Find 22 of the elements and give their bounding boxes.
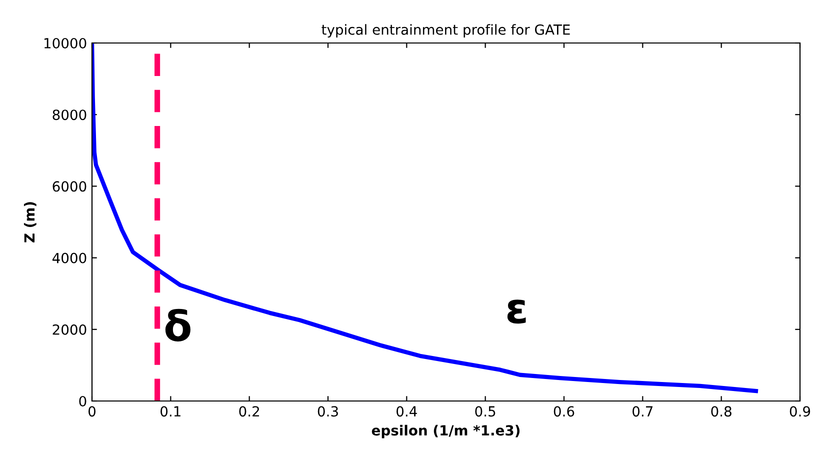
ref-line-label: δ	[165, 308, 190, 342]
y-tick-label: 4000	[52, 252, 86, 264]
y-tick-label: 2000	[52, 324, 86, 335]
y-tick-label: 6000	[52, 181, 86, 192]
x-tick-label: 0.9	[790, 406, 810, 417]
chart-title: typical entrainment profile for GATE	[322, 24, 570, 38]
x-tick-label: 0.8	[711, 406, 732, 417]
line-series	[92, 43, 758, 394]
y-tick-label: 10000	[44, 38, 86, 48]
x-tick-label: 0.3	[318, 406, 338, 417]
y-axis-title: Z (m)	[24, 202, 36, 242]
annotation: ε	[507, 300, 526, 324]
y-tick-label: 0	[79, 396, 86, 406]
y-tick-label: 8000	[52, 110, 86, 120]
x-tick-label: 0.7	[632, 406, 653, 417]
x-tick-label: 0	[88, 406, 96, 417]
x-tick-label: 0.5	[475, 406, 496, 417]
x-tick-label: 0.2	[239, 406, 259, 417]
x-tick-label: 0.6	[554, 406, 574, 417]
x-axis-title: epsilon (1/m *1.e3)	[372, 424, 520, 438]
x-tick-label: 0.4	[396, 406, 417, 417]
x-tick-label: 0.1	[160, 406, 180, 417]
